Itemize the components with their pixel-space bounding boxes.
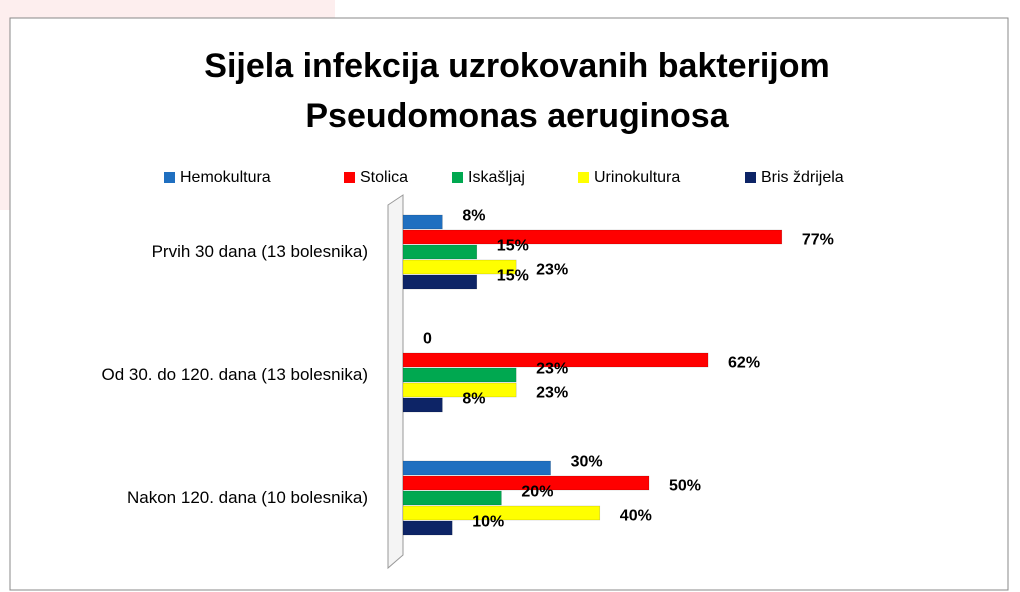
data-label: 62%: [728, 355, 760, 372]
data-label: 30%: [571, 454, 603, 471]
legend-label: Stolica: [360, 169, 408, 186]
chart-title: Pseudomonas aeruginosa: [305, 97, 729, 135]
legend-swatch: [745, 172, 756, 183]
legend-label: Hemokultura: [180, 169, 271, 186]
data-label: 15%: [497, 238, 529, 255]
bar: [402, 490, 502, 506]
legend-label: Bris ždrijela: [761, 169, 844, 186]
category-label: Prvih 30 dana (13 bolesnika): [152, 242, 368, 261]
bar: [402, 352, 709, 368]
data-label: 23%: [536, 361, 568, 378]
bar: [402, 274, 478, 290]
legend-label: Urinokultura: [594, 169, 680, 186]
data-label: 8%: [462, 208, 485, 225]
bar: [402, 460, 551, 476]
bar: [402, 214, 443, 230]
legend-swatch: [344, 172, 355, 183]
bar: [402, 367, 517, 383]
axis-wall: [387, 194, 404, 570]
data-label: 0: [423, 331, 432, 348]
data-label: 50%: [669, 478, 701, 495]
category-label: Od 30. do 120. dana (13 bolesnika): [101, 365, 368, 384]
bar: [402, 382, 517, 398]
data-label: 23%: [536, 262, 568, 279]
chart-frame: [9, 17, 1009, 591]
data-label: 40%: [620, 508, 652, 525]
legend-swatch: [452, 172, 463, 183]
data-label: 77%: [802, 232, 834, 249]
data-label: 8%: [462, 391, 485, 408]
data-label: 15%: [497, 268, 529, 285]
data-label: 20%: [521, 484, 553, 501]
bar: [402, 520, 453, 536]
bar: [402, 244, 478, 260]
data-label: 23%: [536, 385, 568, 402]
category-label: Nakon 120. dana (10 bolesnika): [127, 488, 368, 507]
data-label: 10%: [472, 514, 504, 531]
legend-label: Iskašljaj: [468, 169, 525, 186]
bar: [402, 475, 650, 491]
legend-swatch: [164, 172, 175, 183]
bar: [402, 229, 783, 245]
legend-swatch: [578, 172, 589, 183]
bar: [402, 397, 443, 413]
chart-title: Sijela infekcija uzrokovanih bakterijom: [204, 47, 829, 85]
bar: [402, 505, 601, 521]
bar: [402, 259, 517, 275]
